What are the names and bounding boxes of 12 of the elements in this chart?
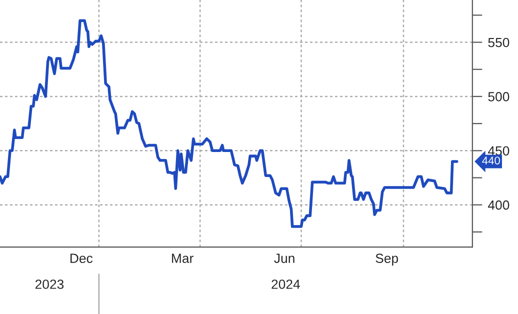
y-tick-label: 400	[488, 200, 510, 210]
line-series	[0, 19, 458, 228]
y-tick-label: 500	[488, 92, 510, 102]
x-tick-label: Dec	[70, 254, 93, 263]
x-tick-label: Sep	[376, 254, 398, 266]
text: 2023	[35, 280, 64, 289]
y-tick-label: 450	[488, 146, 510, 156]
x-tick-label: Mar	[172, 254, 194, 263]
annotation: 440	[482, 156, 500, 164]
text: 2024	[272, 280, 300, 289]
x-tick-label: Jun	[274, 254, 294, 263]
y-tick-label: 550	[488, 38, 510, 48]
